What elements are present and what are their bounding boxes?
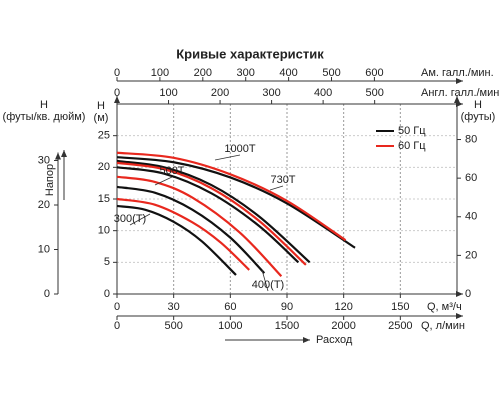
extra-tick-label: 200 [211,87,229,99]
extra-axis-label: (футы/кв. дюйм) [3,111,86,123]
extra-axis-label: Q, л/мин [421,320,465,332]
curve [116,159,311,264]
y-tick-label: 25 [98,130,110,142]
x-tick-label: 150 [391,301,409,313]
extra-tick-label: 300 [262,87,280,99]
extra-tick-label: 500 [322,67,340,79]
extra-tick-label: 80 [465,133,477,145]
y-tick-label: 5 [104,256,110,268]
curve [116,204,237,276]
curve-label: 500Т [159,165,184,177]
curve [116,166,300,264]
y-axis-label: (м) [94,112,109,124]
x-tick-label: 120 [334,301,352,313]
leader-line [129,213,151,226]
leader-line [214,154,241,161]
extra-tick-label: 100 [159,87,177,99]
curve [116,197,250,271]
extra-tick-label: 10 [38,243,50,255]
extra-tick-label: 600 [365,67,383,79]
extra-tick-label: 200 [194,67,212,79]
extra-tick-label: 500 [365,87,383,99]
curve-label: 400(Т) [252,279,284,291]
chart-title: Кривые характеристик [176,46,324,61]
x-tick-label: 60 [224,301,236,313]
extra-axis-label: (футы) [461,111,496,123]
x-tick-label: 0 [114,301,120,313]
y-tick-label: 10 [98,225,110,237]
extra-tick-label: 2500 [388,320,412,332]
flow-label: Расход [316,334,353,346]
extra-axis-label: Англ. галл./мин. [421,87,500,99]
extra-tick-label: 1000 [218,320,242,332]
x-tick-label: 90 [281,301,293,313]
curve-label: 730Т [270,174,295,186]
head-label: Напор [44,164,56,196]
y-axis-label: H [97,100,105,112]
extra-axis-label: Ам. галл./мин. [421,67,494,79]
extra-tick-label: 400 [314,87,332,99]
extra-tick-label: 60 [465,172,477,184]
leader-line [261,269,269,292]
extra-axis-label: H [474,99,482,111]
extra-tick-label: 300 [237,67,255,79]
extra-tick-label: 0 [44,288,50,300]
extra-tick-label: 400 [279,67,297,79]
curve-label: 300(Т) [114,213,146,225]
extra-tick-label: 0 [114,87,120,99]
x-axis-label: Q, м³/ч [427,301,462,313]
extra-tick-label: 0 [114,320,120,332]
extra-tick-label: 500 [164,320,182,332]
legend-label: 50 Гц [398,125,426,137]
leader-line [269,185,284,191]
y-tick-label: 15 [98,193,110,205]
x-tick-label: 30 [168,301,180,313]
extra-axis-label: H [40,99,48,111]
extra-tick-label: 1500 [275,320,299,332]
extra-tick-label: 100 [151,67,169,79]
extra-tick-label: 20 [38,199,50,211]
extra-tick-label: 30 [38,154,50,166]
curve [116,175,283,278]
extra-tick-label: 0 [114,67,120,79]
extra-tick-label: 20 [465,249,477,261]
curve [116,156,356,249]
curve [116,161,307,266]
y-tick-label: 20 [98,161,110,173]
y-tick-label: 0 [104,288,110,300]
curve-label: 1000Т [224,143,255,155]
curve [116,151,347,242]
extra-tick-label: 0 [465,288,471,300]
extra-tick-label: 2000 [331,320,355,332]
curve [116,185,266,274]
legend-label: 60 Гц [398,140,426,152]
leader-line [154,176,173,186]
extra-tick-label: 40 [465,211,477,223]
